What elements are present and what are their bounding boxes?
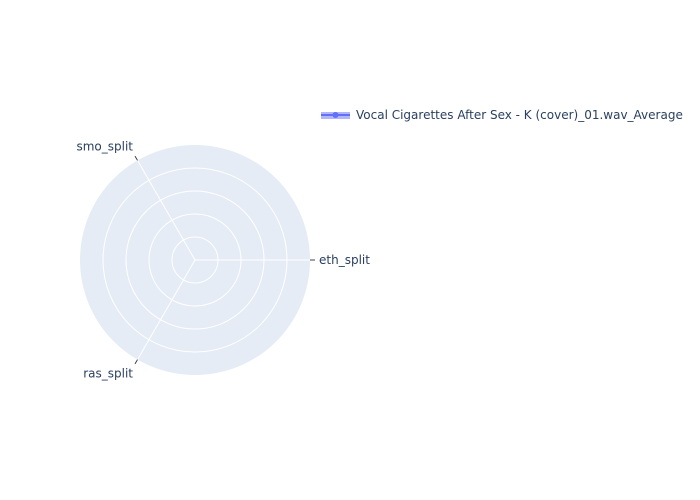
axis-tick (134, 359, 138, 365)
angular-gridlines (137, 160, 310, 360)
legend-marker (332, 112, 339, 118)
axis-label-eth-split: eth_split (319, 253, 370, 267)
legend-series-label: Vocal Cigarettes After Sex - K (cover)_0… (356, 108, 683, 122)
angular-axis-labels: eth_split smo_split ras_split (76, 140, 370, 381)
axis-tick (134, 155, 138, 161)
axis-label-smo-split: smo_split (76, 140, 133, 154)
legend[interactable]: Vocal Cigarettes After Sex - K (cover)_0… (321, 108, 683, 122)
axis-label-ras-split: ras_split (83, 366, 133, 380)
angular-gridline (137, 259, 196, 360)
angular-gridline (137, 160, 196, 261)
